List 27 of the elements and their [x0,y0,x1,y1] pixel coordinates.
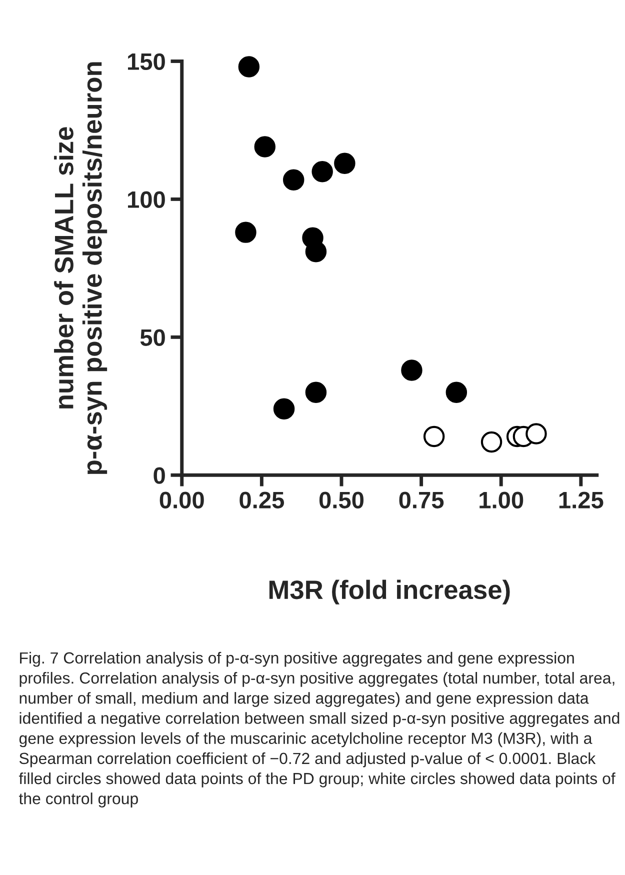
point [305,382,327,403]
point [446,382,468,403]
x-tick-label: 0.75 [399,492,444,508]
point [334,152,356,174]
x-tick-label: 1.00 [480,492,524,508]
caption: Fig. 7 Correlation analysis of p-α-syn positive aggregates and gene expression profiles. Correlation analysis of p-α-syn positive aggregates (total number, total area, number of small, medium and large sized aggregates) and gene expression data identified a negative correlation between small sized p-α-syn positive aggregates and gene expression levels of the muscarinic acetylcholine receptor M3 (M3R), with a Spearman correlation coefficient of −0.72 and adjusted p-value of < 0.0001. Black filled circles showed data points of the PD group; white circles showed data points of the control group [18,652,620,808]
point [238,56,260,78]
x-tick-label: 0.00 [160,492,204,508]
x-tick-label: 1.25 [559,492,604,508]
x-tick-label: 0.25 [240,492,284,508]
point [401,360,422,381]
point [254,136,276,158]
point [282,169,304,191]
y-axis-title: number of SMALL size p-α-syn positive deposits/neuron [54,62,108,474]
y-tick-label: 50 [140,329,165,346]
point [526,423,547,444]
point [423,426,445,448]
point [312,161,333,182]
y-tick-label: 150 [128,53,165,70]
y-tick-label: 100 [128,191,165,208]
point [273,398,295,420]
point [235,222,256,243]
point [480,431,502,453]
point [305,241,327,262]
y-tick-label: 0 [154,467,165,484]
x-tick-label: 0.50 [319,492,364,508]
x-axis-title: M3R (fold increase) [269,580,510,604]
